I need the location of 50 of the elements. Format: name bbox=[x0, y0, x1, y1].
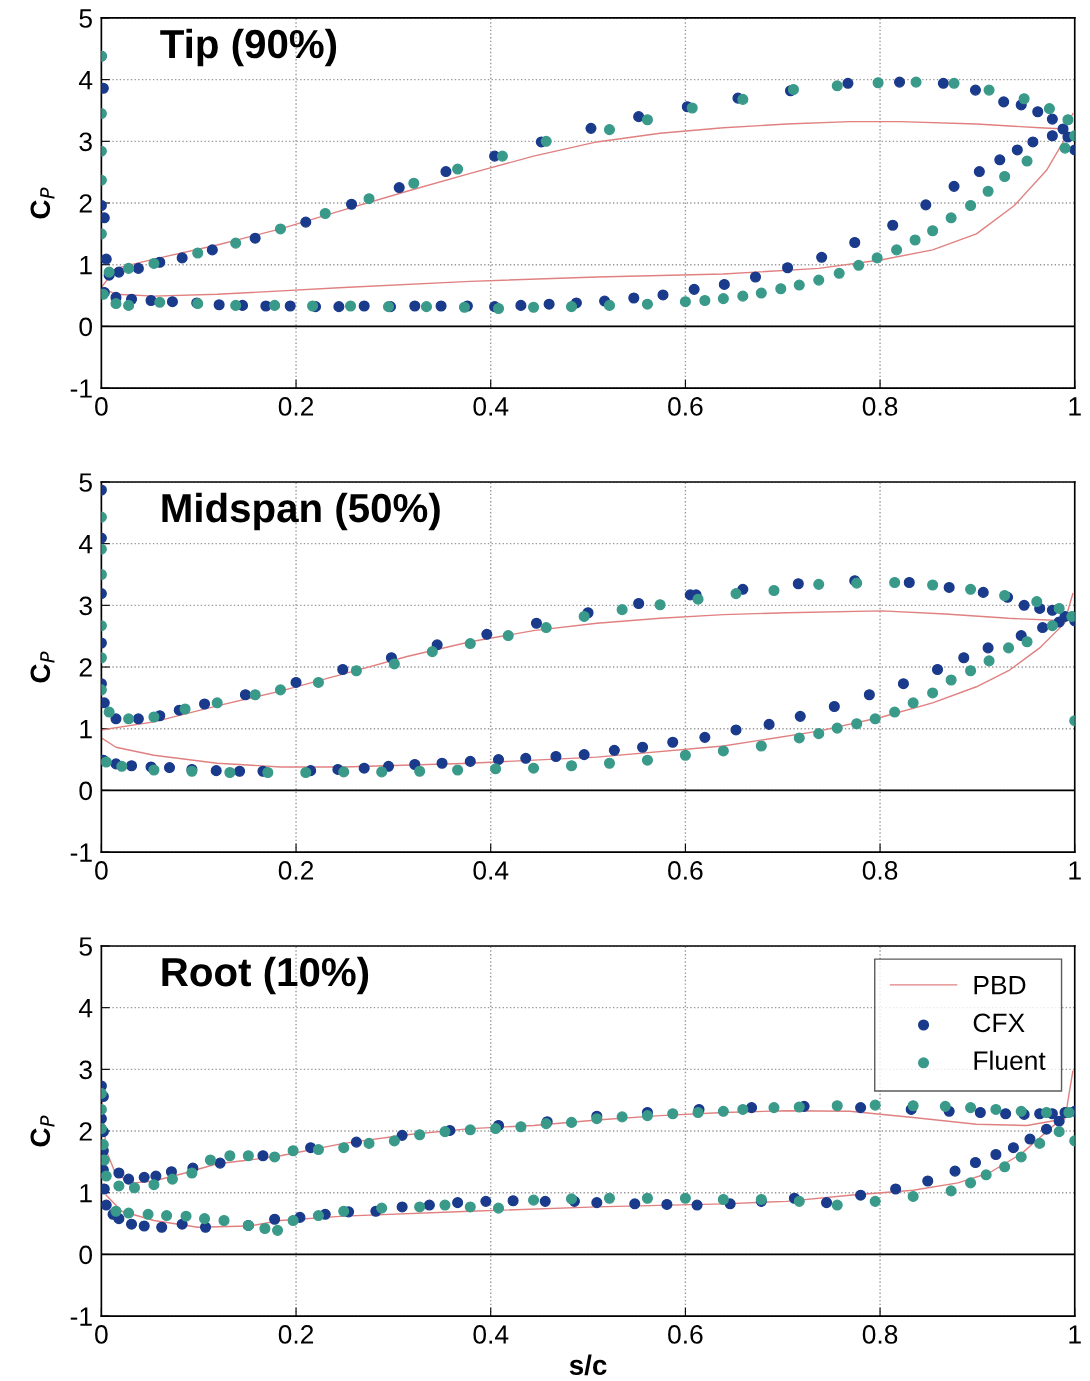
x-tick-label: 0.6 bbox=[668, 1325, 703, 1344]
y-tick-label: 2 bbox=[79, 658, 92, 677]
x-tick-label: 0.6 bbox=[668, 397, 703, 416]
x-tick-label: 0.8 bbox=[862, 397, 898, 416]
y-tick-label: 0 bbox=[79, 1245, 93, 1265]
x-tick-label: 0.8 bbox=[862, 1325, 898, 1344]
x-tick-label: 0.4 bbox=[473, 1325, 509, 1344]
y-tick-label: 3 bbox=[79, 596, 92, 616]
y-axis-title: C$_{P}$ bbox=[30, 1115, 55, 1147]
legend-label: CFX bbox=[973, 1013, 1025, 1033]
x-tick-label: 0.2 bbox=[278, 861, 314, 880]
y-axis-title: C$_{P}$ bbox=[30, 651, 55, 683]
x-tick-label: 1 bbox=[1069, 861, 1081, 880]
y-axis-title: C$_{P}$ bbox=[30, 187, 55, 219]
y-tick-label: 4 bbox=[78, 535, 93, 554]
y-tick-label: 1 bbox=[80, 720, 92, 739]
x-tick-label: 0.4 bbox=[473, 397, 509, 416]
x-tick-label: 0.4 bbox=[473, 861, 509, 880]
x-tick-label: 0.8 bbox=[862, 861, 898, 880]
y-tick-label: 5 bbox=[79, 937, 92, 956]
chart-title: Midspan (50%) bbox=[162, 492, 440, 531]
x-tick-label: 0 bbox=[95, 397, 108, 416]
legend-label: Fluent bbox=[974, 1050, 1046, 1070]
y-tick-label: 3 bbox=[79, 1060, 92, 1080]
y-tick-label: -1 bbox=[70, 843, 92, 862]
y-tick-label: 0 bbox=[79, 317, 93, 337]
chart-title: Root (10%) bbox=[162, 956, 369, 995]
y-tick-label: 5 bbox=[79, 9, 92, 28]
x-tick-label: 1 bbox=[1069, 1325, 1081, 1344]
x-tick-label: 0.6 bbox=[668, 861, 703, 880]
x-tick-label: 0.2 bbox=[278, 397, 314, 416]
y-tick-label: 5 bbox=[79, 473, 92, 492]
chart-title: Tip (90%) bbox=[160, 28, 337, 67]
x-tick-label: 1 bbox=[1069, 397, 1081, 416]
y-tick-label: 4 bbox=[78, 71, 93, 90]
y-tick-label: -1 bbox=[70, 379, 92, 398]
line-series bbox=[101, 592, 1074, 731]
y-tick-label: 2 bbox=[79, 194, 92, 213]
y-tick-label: 0 bbox=[79, 781, 93, 801]
y-tick-label: -1 bbox=[70, 1307, 92, 1326]
y-tick-label: 3 bbox=[79, 132, 92, 152]
x-tick-label: 0 bbox=[95, 861, 108, 880]
y-tick-label: 2 bbox=[79, 1122, 92, 1141]
y-tick-label: 4 bbox=[78, 999, 93, 1018]
y-tick-label: 1 bbox=[80, 256, 92, 275]
x-tick-label: 0.2 bbox=[278, 1325, 314, 1344]
x-axis-title: s/c bbox=[569, 1354, 607, 1376]
x-tick-label: 0 bbox=[95, 1325, 108, 1344]
legend-label: PBD bbox=[974, 975, 1026, 995]
y-tick-label: 1 bbox=[80, 1184, 92, 1203]
